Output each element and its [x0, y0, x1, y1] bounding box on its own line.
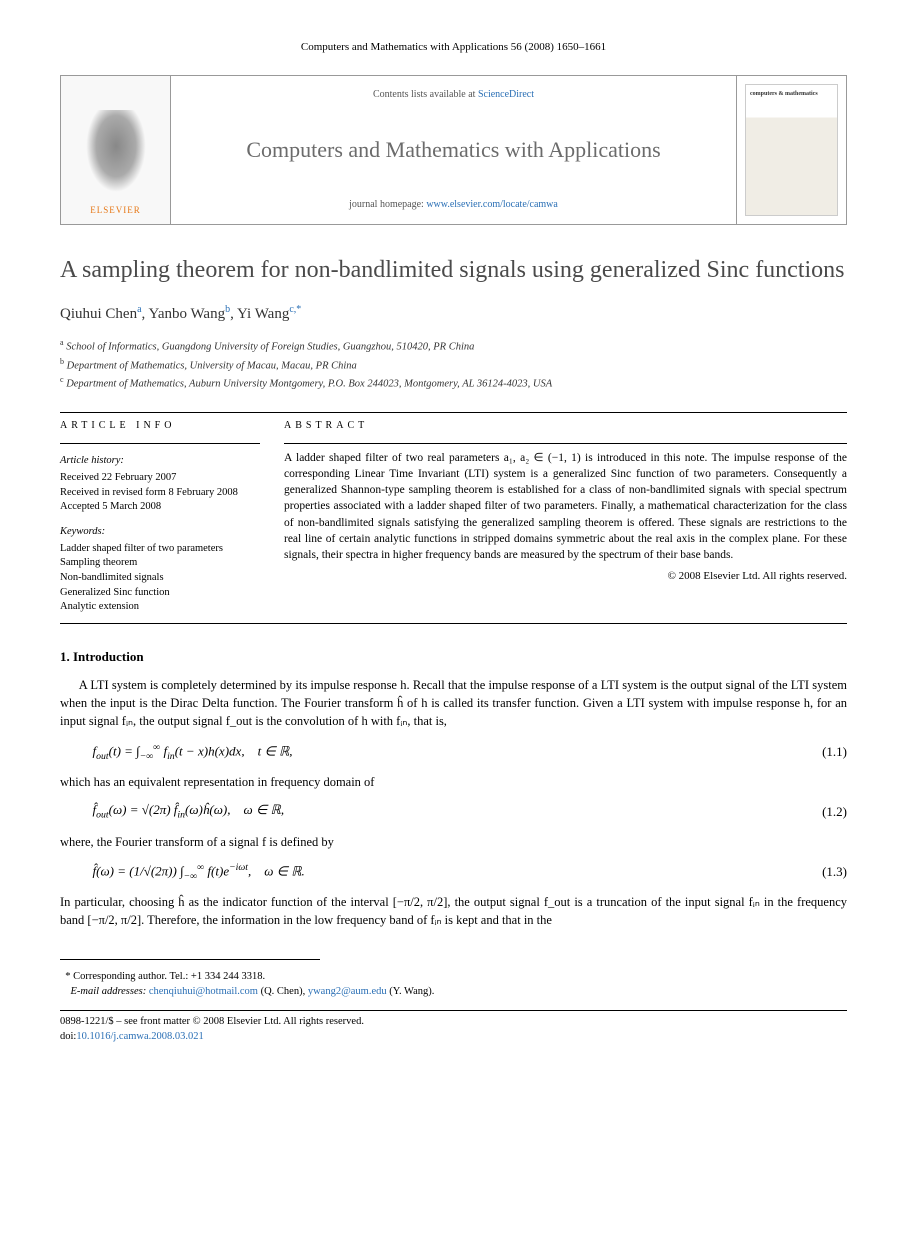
equation: f̂out(ω) = √(2π) f̂in(ω)ĥ(ω), ω ∈ ℝ, (1.…: [93, 801, 848, 822]
equation-body: f̂out(ω) = √(2π) f̂in(ω)ĥ(ω), ω ∈ ℝ,: [93, 801, 823, 822]
affiliation: a School of Informatics, Guangdong Unive…: [60, 337, 847, 355]
abstract: ABSTRACT A ladder shaped filter of two r…: [284, 419, 847, 615]
email-link[interactable]: chenqiuhui@hotmail.com: [149, 986, 258, 997]
journal-cover: computers & mathematics: [736, 76, 846, 224]
author: Yanbo Wangb: [149, 306, 231, 322]
keywords-heading: Keywords:: [60, 525, 260, 540]
homepage-link[interactable]: www.elsevier.com/locate/camwa: [426, 199, 558, 210]
keyword: Sampling theorem: [60, 556, 260, 571]
history-line: Accepted 5 March 2008: [60, 500, 260, 515]
history-line: Received 22 February 2007: [60, 471, 260, 486]
email-label: E-mail addresses:: [71, 986, 147, 997]
author: Qiuhui Chena: [60, 306, 142, 322]
homepage-prefix: journal homepage:: [349, 199, 426, 210]
equation: f̂(ω) = (1/√(2π)) ∫−∞∞ f(t)e−iωt, ω ∈ ℝ.…: [93, 861, 848, 884]
equation-body: fout(t) = ∫−∞∞ fin(t − x)h(x)dx, t ∈ ℝ,: [93, 741, 823, 764]
contents-line: Contents lists available at ScienceDirec…: [373, 88, 534, 102]
publisher-logo: ELSEVIER: [61, 76, 171, 224]
section-heading: 1. Introduction: [60, 648, 847, 666]
affiliations: a School of Informatics, Guangdong Unive…: [60, 337, 847, 392]
abstract-heading: ABSTRACT: [284, 419, 847, 433]
elsevier-tree-icon: [81, 110, 151, 200]
homepage-line: journal homepage: www.elsevier.com/locat…: [349, 198, 558, 212]
divider: [60, 623, 847, 624]
equation-number: (1.2): [822, 803, 847, 821]
footnote-rule: [60, 959, 320, 966]
body-paragraph: which has an equivalent representation i…: [60, 773, 847, 791]
journal-masthead: ELSEVIER Contents lists available at Sci…: [60, 75, 847, 225]
authors: Qiuhui Chena, Yanbo Wangb, Yi Wangc,*: [60, 303, 847, 325]
affiliation: c Department of Mathematics, Auburn Univ…: [60, 374, 847, 392]
article-info-heading: ARTICLE INFO: [60, 419, 260, 433]
equation: fout(t) = ∫−∞∞ fin(t − x)h(x)dx, t ∈ ℝ, …: [93, 741, 848, 764]
copyright-block: 0898-1221/$ – see front matter © 2008 El…: [60, 1010, 847, 1044]
history-line: Received in revised form 8 February 2008: [60, 486, 260, 501]
divider: [60, 412, 847, 413]
author: Yi Wangc,*: [237, 306, 301, 322]
history-heading: Article history:: [60, 454, 260, 469]
cover-thumbnail: computers & mathematics: [745, 84, 838, 216]
keyword: Non-bandlimited signals: [60, 571, 260, 586]
keyword: Analytic extension: [60, 600, 260, 615]
email-link[interactable]: ywang2@aum.edu: [308, 986, 387, 997]
keyword: Ladder shaped filter of two parameters: [60, 542, 260, 557]
abstract-text: A ladder shaped filter of two real param…: [284, 450, 847, 563]
equation-body: f̂(ω) = (1/√(2π)) ∫−∞∞ f(t)e−iωt, ω ∈ ℝ.: [93, 861, 823, 884]
doi-label: doi:: [60, 1031, 76, 1042]
journal-name: Computers and Mathematics with Applicati…: [246, 135, 660, 166]
article-info: ARTICLE INFO Article history: Received 2…: [60, 419, 260, 615]
article-title: A sampling theorem for non-bandlimited s…: [60, 255, 847, 285]
body-paragraph: In particular, choosing ĥ as the indicat…: [60, 893, 847, 929]
divider: [60, 443, 260, 444]
contents-prefix: Contents lists available at: [373, 89, 478, 100]
body-paragraph: where, the Fourier transform of a signal…: [60, 833, 847, 851]
affiliation: b Department of Mathematics, University …: [60, 356, 847, 374]
corresponding-footnote: * Corresponding author. Tel.: +1 334 244…: [60, 970, 847, 999]
keyword: Generalized Sinc function: [60, 586, 260, 601]
abstract-copyright: © 2008 Elsevier Ltd. All rights reserved…: [284, 569, 847, 584]
masthead-center: Contents lists available at ScienceDirec…: [171, 76, 736, 224]
info-abstract-row: ARTICLE INFO Article history: Received 2…: [60, 419, 847, 615]
running-header: Computers and Mathematics with Applicati…: [60, 40, 847, 55]
cover-thumb-title: computers & mathematics: [750, 91, 818, 98]
sciencedirect-link[interactable]: ScienceDirect: [478, 89, 534, 100]
body-paragraph: A LTI system is completely determined by…: [60, 676, 847, 730]
divider: [284, 443, 847, 444]
issn-line: 0898-1221/$ – see front matter © 2008 El…: [60, 1015, 847, 1030]
equation-number: (1.1): [822, 743, 847, 761]
equation-number: (1.3): [822, 863, 847, 881]
publisher-name: ELSEVIER: [90, 204, 141, 217]
doi-link[interactable]: 10.1016/j.camwa.2008.03.021: [76, 1031, 203, 1042]
